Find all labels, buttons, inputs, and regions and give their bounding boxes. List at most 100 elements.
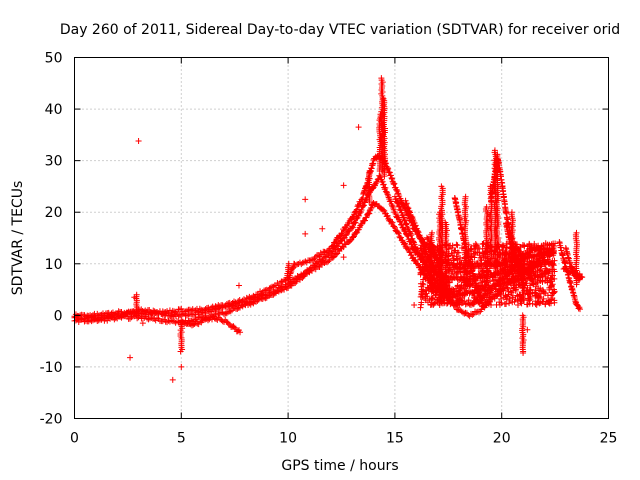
- data-point-outlier: [319, 225, 326, 232]
- data-point: [499, 252, 506, 259]
- data-point: [383, 188, 390, 195]
- data-point: [483, 301, 490, 308]
- data-point: [338, 230, 345, 237]
- data-point: [182, 320, 189, 327]
- data-point: [510, 285, 517, 292]
- data-point: [412, 222, 419, 229]
- data-point: [418, 299, 425, 306]
- data-point: [237, 329, 244, 336]
- data-point: [273, 282, 280, 289]
- data-point: [550, 290, 557, 297]
- data-point: [333, 251, 340, 258]
- data-point: [534, 279, 541, 286]
- data-point: [152, 310, 159, 317]
- y-tick-label: 0: [54, 308, 63, 324]
- data-point: [277, 279, 284, 286]
- data-point: [453, 253, 460, 260]
- data-point: [532, 283, 539, 290]
- data-point: [174, 318, 181, 325]
- data-point: [329, 254, 336, 261]
- data-point: [400, 214, 407, 221]
- data-point: [403, 220, 410, 227]
- data-point: [384, 212, 391, 219]
- data-point: [391, 180, 398, 187]
- data-point: [293, 278, 300, 285]
- data-point: [456, 283, 463, 290]
- data-point-outlier: [178, 363, 185, 370]
- data-point: [420, 281, 427, 288]
- data-point: [415, 229, 422, 236]
- data-point: [342, 232, 349, 239]
- data-point: [265, 293, 272, 300]
- data-point: [308, 267, 315, 274]
- x-tick-label: 20: [493, 431, 511, 447]
- data-point: [453, 241, 460, 248]
- data-point-outlier: [135, 138, 142, 145]
- data-point: [178, 311, 185, 318]
- data-point: [454, 265, 461, 272]
- data-point: [540, 241, 547, 248]
- data-point: [141, 314, 148, 321]
- data-point: [389, 219, 396, 226]
- data-point: [90, 312, 97, 319]
- data-point: [411, 256, 418, 263]
- data-point: [175, 313, 182, 320]
- data-point: [549, 295, 556, 302]
- data-point: [524, 276, 531, 283]
- y-tick-label: 20: [45, 205, 63, 221]
- data-point: [450, 255, 457, 262]
- data-point: [263, 286, 270, 293]
- data-point: [395, 230, 402, 237]
- data-point: [541, 289, 548, 296]
- data-point: [422, 261, 429, 268]
- data-point-outlier: [235, 282, 242, 289]
- data-point: [401, 240, 408, 247]
- data-point: [219, 318, 226, 325]
- data-point: [391, 193, 398, 200]
- data-point-outlier: [169, 376, 176, 383]
- data-point: [90, 317, 97, 324]
- data-point: [386, 169, 393, 176]
- data-point-outlier: [520, 350, 527, 357]
- data-point: [420, 242, 427, 249]
- data-point: [266, 292, 273, 299]
- data-point: [403, 200, 410, 207]
- data-point: [353, 207, 360, 214]
- data-point: [471, 242, 478, 249]
- data-point: [388, 175, 395, 182]
- data-point: [398, 234, 405, 241]
- data-point: [350, 233, 357, 240]
- data-point: [331, 239, 338, 246]
- data-point: [141, 308, 148, 315]
- data-point: [178, 305, 185, 312]
- data-point: [402, 216, 409, 223]
- data-point: [451, 262, 458, 269]
- data-point: [475, 260, 482, 267]
- data-point: [419, 267, 426, 274]
- data-point: [509, 292, 516, 299]
- x-tick-label: 5: [177, 431, 186, 447]
- data-point: [469, 311, 476, 318]
- data-point: [533, 301, 540, 308]
- data-point: [275, 288, 282, 295]
- data-point: [292, 280, 299, 287]
- data-point: [395, 203, 402, 210]
- data-point: [474, 249, 481, 256]
- data-point: [506, 300, 513, 307]
- data-point: [359, 220, 366, 227]
- data-point-outlier: [355, 124, 362, 131]
- data-point: [503, 301, 510, 308]
- data-point: [548, 278, 555, 285]
- data-point: [326, 257, 333, 264]
- data-point-outlier: [524, 326, 531, 333]
- data-point: [548, 272, 555, 279]
- data-point-outlier: [417, 304, 424, 311]
- data-point: [95, 312, 102, 319]
- data-point: [483, 272, 490, 279]
- data-point: [548, 296, 555, 303]
- data-point: [391, 223, 398, 230]
- data-point: [396, 203, 403, 210]
- data-point: [422, 297, 429, 304]
- data-point: [385, 165, 392, 172]
- data-point: [352, 219, 359, 226]
